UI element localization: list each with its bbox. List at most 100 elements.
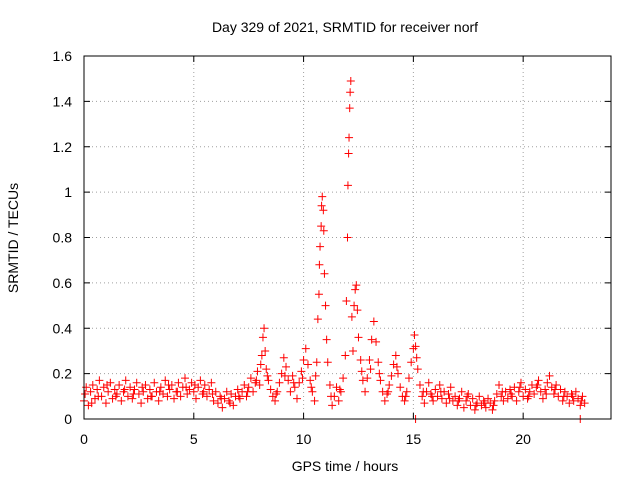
data-point: [288, 371, 297, 380]
data-point: [213, 399, 222, 408]
data-point: [320, 269, 329, 278]
data-point: [308, 387, 317, 396]
data-point: [224, 396, 233, 405]
data-point: [353, 306, 362, 315]
data-point: [387, 371, 396, 380]
data-point: [279, 353, 288, 362]
data-point: [138, 383, 147, 392]
data-point: [263, 371, 272, 380]
data-point: [262, 365, 271, 374]
data-point: [222, 387, 231, 396]
data-point: [384, 387, 393, 396]
data-point: [470, 405, 479, 414]
data-point: [150, 378, 159, 387]
data-point: [418, 392, 427, 401]
data-point: [323, 358, 332, 367]
ticks-layer: 0 0.2 0.4 0.6 0.8 1 1.2 1.4 1.6 0 5 10 15 20: [53, 48, 611, 447]
data-point: [110, 385, 119, 394]
data-point: [163, 392, 172, 401]
data-point: [173, 387, 182, 396]
data-point: [442, 399, 451, 408]
data-point: [568, 392, 577, 401]
data-point: [253, 367, 262, 376]
data-point: [317, 222, 326, 231]
data-point: [94, 392, 103, 401]
data-point: [314, 290, 323, 299]
data-point: [376, 376, 385, 385]
data-point: [435, 380, 444, 389]
data-point: [311, 371, 320, 380]
data-point: [374, 358, 383, 367]
data-point: [457, 387, 466, 396]
data-point: [551, 385, 560, 394]
data-point: [205, 385, 214, 394]
data-point: [181, 374, 190, 383]
data-point: [345, 133, 354, 142]
data-point: [297, 367, 306, 376]
data-point: [475, 392, 484, 401]
data-point: [145, 385, 154, 394]
data-point: [409, 344, 418, 353]
data-point: [415, 380, 424, 389]
data-point: [299, 356, 308, 365]
data-point: [112, 390, 121, 399]
data-point: [521, 385, 530, 394]
data-point: [352, 281, 361, 290]
data-point: [339, 374, 348, 383]
plot-frame: [83, 55, 612, 420]
data-point: [508, 392, 517, 401]
data-point: [199, 387, 208, 396]
x-axis-label: GPS time / hours: [292, 458, 399, 474]
data-point: [115, 380, 124, 389]
y-tick-label: 0.8: [53, 230, 73, 246]
y-tick-label: 0.6: [53, 275, 73, 291]
data-point: [363, 374, 372, 383]
data-point: [233, 385, 242, 394]
data-point: [207, 378, 216, 387]
data-point: [322, 335, 331, 344]
data-point: [569, 396, 578, 405]
data-points-layer: [80, 76, 589, 423]
data-point: [243, 387, 252, 396]
data-point: [93, 385, 102, 394]
data-point: [128, 394, 137, 403]
data-point: [545, 371, 554, 380]
data-point: [549, 390, 558, 399]
data-point: [532, 383, 541, 392]
y-tick-label: 1.2: [53, 139, 73, 155]
data-point: [81, 390, 90, 399]
data-point: [342, 297, 351, 306]
data-point: [244, 383, 253, 392]
chart-title: Day 329 of 2021, SRMTID for receiver nor…: [212, 19, 478, 35]
data-point: [385, 380, 394, 389]
data-point: [578, 392, 587, 401]
data-point: [571, 387, 580, 396]
data-point: [298, 374, 307, 383]
data-point: [560, 387, 569, 396]
data-point: [497, 392, 506, 401]
data-point: [343, 181, 352, 190]
data-point: [191, 394, 200, 403]
data-point: [400, 396, 409, 405]
data-point: [464, 390, 473, 399]
data-point: [369, 317, 378, 326]
data-point: [345, 104, 354, 113]
data-point: [170, 394, 179, 403]
data-point: [252, 376, 261, 385]
data-point: [534, 376, 543, 385]
data-point: [404, 374, 413, 383]
data-point: [292, 394, 301, 403]
data-point: [492, 390, 501, 399]
data-point: [257, 351, 266, 360]
y-axis-label: SRMTID / TECUs: [5, 183, 21, 293]
data-point: [101, 399, 110, 408]
data-point: [567, 390, 576, 399]
data-point: [499, 396, 508, 405]
data-point: [301, 344, 310, 353]
data-point: [542, 390, 551, 399]
data-point: [312, 358, 321, 367]
data-point: [86, 387, 95, 396]
data-point: [266, 385, 275, 394]
